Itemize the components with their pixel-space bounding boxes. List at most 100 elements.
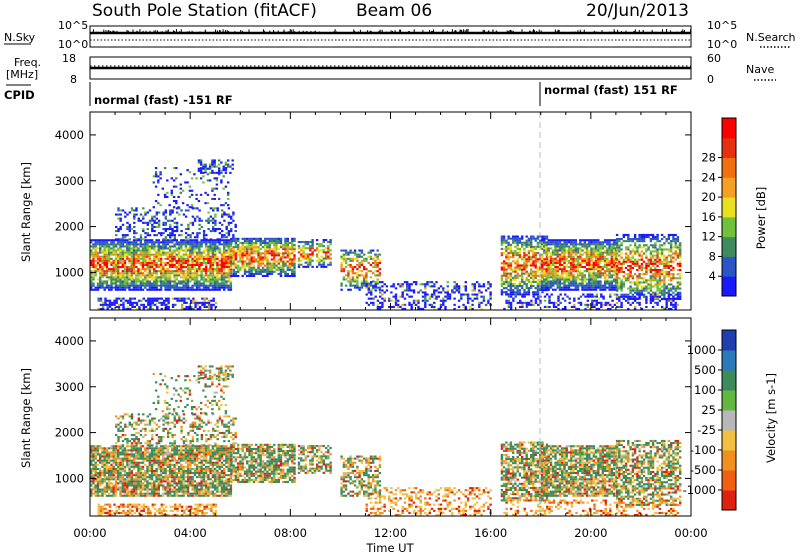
power-echo-cell	[505, 283, 508, 286]
power-echo-cell	[360, 261, 364, 264]
power-echo-cell	[138, 307, 141, 310]
power-echo-cell	[527, 274, 531, 277]
power-echo-cell	[309, 253, 312, 256]
power-echo-cell	[96, 286, 100, 289]
power-echo-cell	[177, 282, 181, 285]
power-echo-cell	[649, 244, 653, 247]
power-echo-cell	[153, 261, 156, 264]
power-echo-cell	[157, 263, 160, 266]
power-echo-cell	[168, 249, 172, 252]
power-echo-cell	[581, 282, 584, 285]
power-echo-cell	[667, 279, 671, 282]
power-echo-cell	[218, 278, 221, 281]
power-echo-cell	[239, 266, 242, 269]
power-echo-cell	[658, 277, 662, 280]
power-echo-cell	[457, 299, 461, 302]
power-echo-cell	[230, 237, 233, 240]
power-echo-cell	[241, 252, 244, 255]
power-echo-cell	[583, 276, 586, 279]
power-echo-cell	[554, 276, 557, 279]
power-echo-cell	[110, 280, 113, 283]
power-echo-cell	[464, 293, 467, 296]
power-echo-cell	[204, 191, 207, 194]
power-echo-cell	[545, 247, 549, 250]
power-echo-cell	[624, 252, 628, 255]
power-echo-cell	[150, 282, 154, 285]
power-echo-cell	[172, 195, 176, 198]
power-echo-cell	[139, 286, 142, 289]
power-echo-cell	[670, 244, 673, 247]
power-echo-cell	[162, 274, 165, 277]
power-echo-cell	[166, 272, 169, 275]
power-echo-cell	[649, 238, 653, 241]
power-echo-cell	[147, 297, 150, 300]
power-echo-cell	[329, 253, 332, 256]
power-echo-cell	[558, 247, 562, 250]
power-echo-cell	[516, 260, 519, 263]
power-echo-cell	[167, 303, 170, 306]
power-echo-cell	[656, 269, 659, 272]
power-echo-cell	[642, 281, 646, 284]
power-echo-cell	[532, 256, 535, 259]
power-echo-cell	[374, 283, 377, 286]
power-echo-cell	[554, 257, 557, 260]
power-echo-cell	[638, 275, 641, 278]
power-echo-cell	[378, 253, 382, 256]
power-echo-cell	[633, 242, 637, 245]
power-echo-cell	[507, 258, 510, 261]
power-echo-cell	[148, 259, 151, 262]
power-echo-cell	[293, 258, 296, 261]
power-echo-cell	[654, 295, 657, 298]
power-echo-cell	[243, 272, 247, 275]
power-echo-cell	[647, 233, 650, 236]
power-echo-cell	[656, 238, 659, 241]
power-echo-cell	[180, 268, 183, 271]
power-echo-cell	[101, 245, 104, 248]
power-echo-cell	[534, 270, 537, 273]
power-echo-cell	[133, 221, 136, 224]
power-echo-cell	[554, 270, 557, 273]
power-echo-cell	[243, 250, 247, 253]
power-echo-cell	[439, 303, 443, 306]
power-echo-cell	[153, 288, 156, 291]
power-echo-cell	[588, 268, 591, 271]
power-echo-cell	[612, 241, 616, 244]
power-echo-cell	[173, 217, 176, 220]
power-echo-cell	[383, 297, 386, 300]
power-echo-cell	[142, 221, 145, 224]
power-echo-cell	[576, 247, 580, 250]
power-echo-cell	[561, 263, 564, 266]
power-echo-cell	[679, 254, 682, 257]
power-echo-cell	[144, 286, 147, 289]
power-echo-cell	[214, 261, 217, 264]
power-echo-cell	[640, 238, 644, 241]
power-echo-cell	[549, 280, 553, 283]
power-echo-cell	[159, 171, 162, 174]
power-echo-cell	[186, 284, 190, 287]
power-echo-cell	[129, 307, 132, 310]
power-echo-cell	[229, 272, 233, 275]
power-echo-cell	[270, 252, 274, 255]
power-echo-cell	[540, 272, 544, 275]
power-echo-cell	[516, 272, 519, 275]
power-echo-cell	[199, 161, 203, 164]
power-echo-cell	[567, 288, 571, 291]
power-echo-cell	[169, 209, 172, 212]
power-echo-cell	[509, 272, 513, 275]
power-echo-cell	[154, 167, 158, 170]
power-echo-cell	[234, 230, 237, 233]
power-echo-cell	[615, 233, 619, 236]
power-echo-cell	[500, 268, 504, 271]
power-echo-cell	[195, 257, 199, 260]
power-echo-cell	[610, 261, 613, 264]
power-echo-cell	[110, 274, 113, 277]
power-echo-cell	[406, 281, 409, 284]
power-echo-cell	[306, 263, 310, 266]
power-echo-cell	[259, 262, 262, 265]
power-echo-cell	[539, 247, 542, 250]
power-echo-cell	[248, 246, 251, 249]
power-echo-cell	[585, 243, 589, 246]
noise-panel	[89, 25, 692, 48]
power-echo-cell	[171, 303, 175, 306]
power-echo-cell	[177, 268, 181, 271]
